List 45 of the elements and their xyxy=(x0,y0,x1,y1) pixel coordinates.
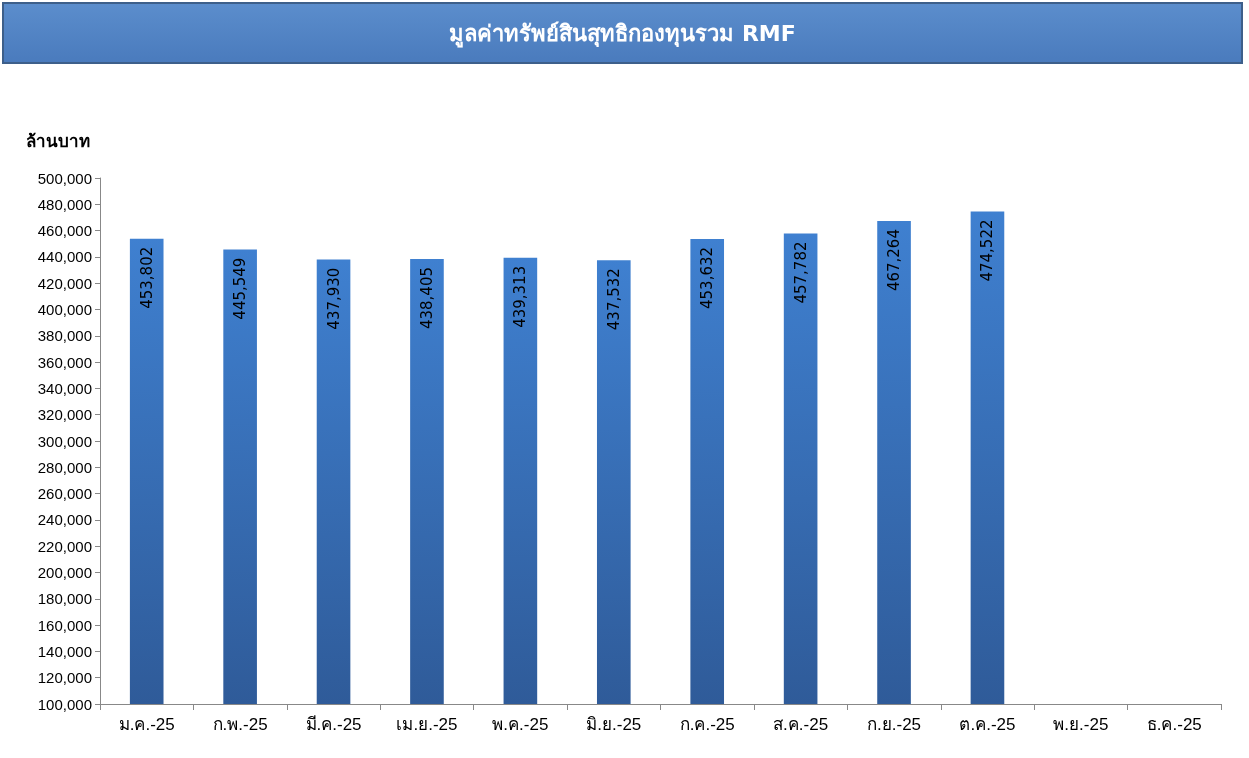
y-tick-label: 260,000 xyxy=(37,485,92,503)
x-tick-label: มี.ค.-25 xyxy=(305,715,362,734)
y-tick-label: 400,000 xyxy=(37,301,92,318)
y-tick-label: 300,000 xyxy=(37,432,92,450)
x-tick-label: ก.ย.-25 xyxy=(867,715,922,734)
y-tick-label: 200,000 xyxy=(37,564,92,581)
x-tick-label: ธ.ค.-25 xyxy=(1146,715,1202,734)
data-label: 474,522 xyxy=(978,219,997,282)
y-tick-label: 380,000 xyxy=(37,327,92,345)
y-tick-label: 220,000 xyxy=(37,537,92,555)
y-tick-label: 420,000 xyxy=(37,274,92,292)
data-label: 457,782 xyxy=(791,241,810,304)
x-tick-label: เม.ย.-25 xyxy=(396,715,458,734)
chart-title: มูลค่าทรัพย์สินสุทธิกองทุนรวม RMF xyxy=(2,2,1243,64)
y-tick-label: 240,000 xyxy=(37,511,92,529)
data-label: 445,549 xyxy=(231,257,250,320)
data-label: 467,264 xyxy=(885,229,904,292)
y-tick-label: 280,000 xyxy=(37,458,92,476)
x-tick-label: ม.ค.-25 xyxy=(118,715,175,734)
x-tick-label: ก.ค.-25 xyxy=(679,715,735,734)
y-tick-label: 340,000 xyxy=(37,379,92,397)
y-tick-label: 320,000 xyxy=(37,406,92,424)
data-label: 437,532 xyxy=(604,268,623,331)
y-tick-label: 100,000 xyxy=(37,695,92,713)
data-label: 439,313 xyxy=(511,265,530,328)
data-label: 453,632 xyxy=(698,246,717,310)
data-label: 438,405 xyxy=(417,267,436,330)
y-tick-label: 180,000 xyxy=(37,590,92,608)
data-label: 437,930 xyxy=(324,267,343,330)
x-tick-label: ต.ค.-25 xyxy=(959,715,1016,734)
x-tick-label: พ.ค.-25 xyxy=(492,715,549,734)
x-tick-label: ส.ค.-25 xyxy=(773,715,829,734)
data-label: 453,802 xyxy=(137,246,156,309)
y-tick-label: 160,000 xyxy=(37,616,92,634)
x-tick-label: มิ.ย.-25 xyxy=(586,715,642,734)
y-tick-label: 140,000 xyxy=(37,642,92,660)
y-tick-label: 480,000 xyxy=(37,195,92,213)
x-tick-label: พ.ย.-25 xyxy=(1053,715,1109,734)
y-tick-label: 360,000 xyxy=(37,353,92,371)
y-tick-label: 460,000 xyxy=(37,222,92,240)
y-axis-title: ล้านบาท xyxy=(26,132,90,151)
y-tick-label: 440,000 xyxy=(37,248,92,266)
x-tick-label: ก.พ.-25 xyxy=(212,715,268,734)
y-tick-label: 500,000 xyxy=(37,169,92,187)
y-tick-label: 120,000 xyxy=(37,669,92,687)
